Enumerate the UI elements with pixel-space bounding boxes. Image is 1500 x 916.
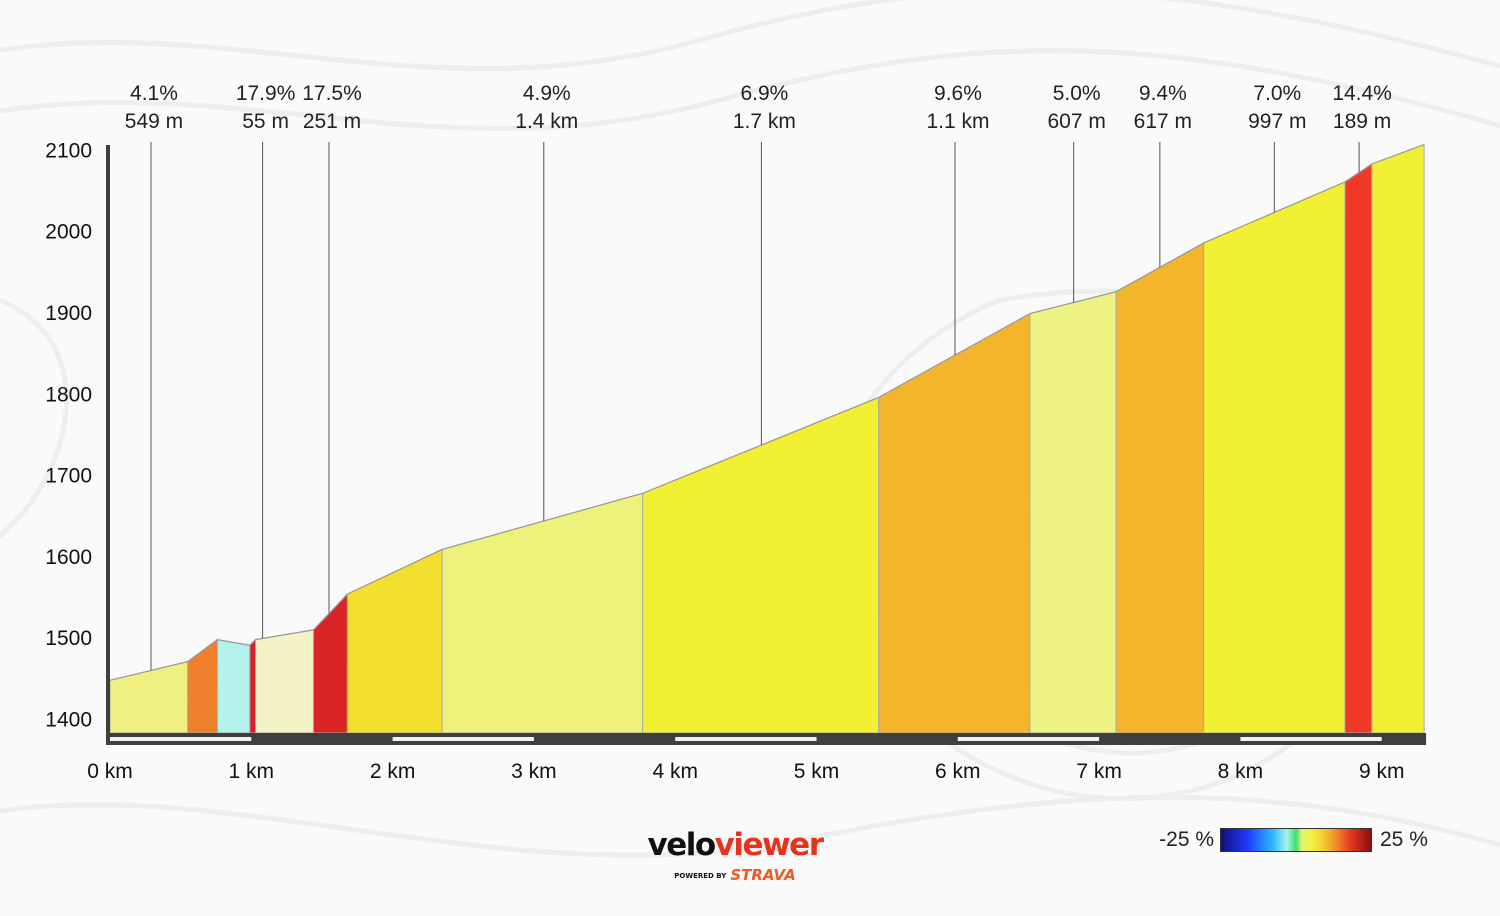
x-tick-label: 4 km bbox=[652, 760, 698, 783]
veloviewer-logo: veloviewer POWERED BY STRAVA bbox=[640, 828, 830, 898]
profile-segment-14 bbox=[1371, 143, 1425, 734]
legend-min-label: -25 % bbox=[1159, 828, 1214, 851]
profile-segment-11 bbox=[1115, 242, 1205, 734]
segment-grade-label: 17.5% bbox=[302, 82, 362, 105]
segment-grade-label: 4.1% bbox=[130, 82, 178, 105]
x-tick-label: 7 km bbox=[1076, 760, 1122, 783]
profile-segment-4 bbox=[254, 629, 315, 734]
y-tick-label: 2000 bbox=[45, 221, 92, 244]
profile-area bbox=[109, 143, 1425, 734]
annotation-lines bbox=[150, 142, 1360, 671]
profile-segment-7 bbox=[441, 492, 644, 734]
segment-length-label: 1.1 km bbox=[926, 110, 989, 133]
logo-powered-by: POWERED BY STRAVA bbox=[640, 866, 830, 884]
segment-length-label: 549 m bbox=[125, 110, 183, 133]
segment-length-label: 251 m bbox=[303, 110, 361, 133]
segment-length-label: 607 m bbox=[1047, 110, 1105, 133]
x-tick-label: 5 km bbox=[794, 760, 840, 783]
profile-segment-6 bbox=[346, 548, 443, 734]
y-tick-label: 1600 bbox=[45, 546, 92, 569]
segment-length-label: 1.7 km bbox=[733, 110, 796, 133]
x-tick-label: 3 km bbox=[511, 760, 557, 783]
logo-wordmark: veloviewer bbox=[640, 828, 830, 862]
segment-grade-label: 6.9% bbox=[740, 82, 788, 105]
x-tick-label: 9 km bbox=[1359, 760, 1405, 783]
profile-segment-9 bbox=[878, 312, 1031, 734]
segment-length-label: 1.4 km bbox=[515, 110, 578, 133]
x-axis-scale-stripe bbox=[1240, 737, 1382, 741]
x-tick-label: 8 km bbox=[1218, 760, 1264, 783]
segment-length-label: 617 m bbox=[1134, 110, 1192, 133]
segment-grade-label: 7.0% bbox=[1253, 82, 1301, 105]
segment-grade-label: 9.4% bbox=[1139, 82, 1187, 105]
y-tick-label: 1900 bbox=[45, 302, 92, 325]
profile-segment-10 bbox=[1029, 291, 1117, 734]
y-axis-line bbox=[106, 145, 110, 745]
x-tick-label: 2 km bbox=[370, 760, 416, 783]
y-tick-label: 1800 bbox=[45, 383, 92, 406]
legend-color-bar bbox=[1220, 828, 1372, 852]
segment-length-label: 55 m bbox=[242, 110, 289, 133]
profile-segment-12 bbox=[1203, 181, 1346, 734]
profile-segment-1 bbox=[187, 638, 218, 734]
profile-segment-5 bbox=[312, 592, 348, 734]
profile-segment-2 bbox=[216, 639, 251, 734]
y-tick-label: 1500 bbox=[45, 627, 92, 650]
x-axis-scale-stripe bbox=[110, 737, 252, 741]
x-axis-scale-stripe bbox=[957, 737, 1100, 741]
x-axis-scale-stripe bbox=[675, 737, 817, 741]
segment-length-label: 189 m bbox=[1333, 110, 1391, 133]
x-tick-label: 6 km bbox=[935, 760, 981, 783]
y-tick-label: 1700 bbox=[45, 465, 92, 488]
segment-grade-label: 9.6% bbox=[934, 82, 982, 105]
profile-segment-3 bbox=[249, 638, 257, 734]
profile-segment-0 bbox=[109, 660, 189, 734]
segment-grade-label: 4.9% bbox=[523, 82, 571, 105]
segment-grade-label: 5.0% bbox=[1053, 82, 1101, 105]
segment-labels: 4.1% 549 m 17.9% 55 m 17.5% 251 m 4.9% 1.4 km 6.… bbox=[125, 82, 1392, 133]
segment-grade-label: 17.9% bbox=[236, 82, 296, 105]
x-tick-label: 0 km bbox=[87, 760, 133, 783]
axes: 1400 1500 1600 1700 1800 1900 2000 2100 0 km 1 km… bbox=[45, 139, 1427, 783]
powered-by-text: POWERED BY bbox=[674, 872, 727, 880]
legend-max-label: 25 % bbox=[1380, 828, 1428, 851]
x-axis-scale-stripe bbox=[392, 737, 534, 741]
y-tick-label: 2100 bbox=[45, 139, 92, 162]
gradient-legend: -25 % 25 % bbox=[1150, 826, 1450, 856]
logo-viewer: viewer bbox=[714, 827, 824, 863]
profile-segment-8 bbox=[642, 396, 880, 734]
x-tick-label: 1 km bbox=[229, 760, 275, 783]
y-tick-label: 1400 bbox=[45, 709, 92, 732]
logo-velo: velo bbox=[647, 827, 717, 863]
strava-text: STRAVA bbox=[730, 866, 796, 884]
segment-length-label: 997 m bbox=[1248, 110, 1306, 133]
segment-grade-label: 14.4% bbox=[1332, 82, 1392, 105]
profile-segment-13 bbox=[1344, 163, 1373, 734]
